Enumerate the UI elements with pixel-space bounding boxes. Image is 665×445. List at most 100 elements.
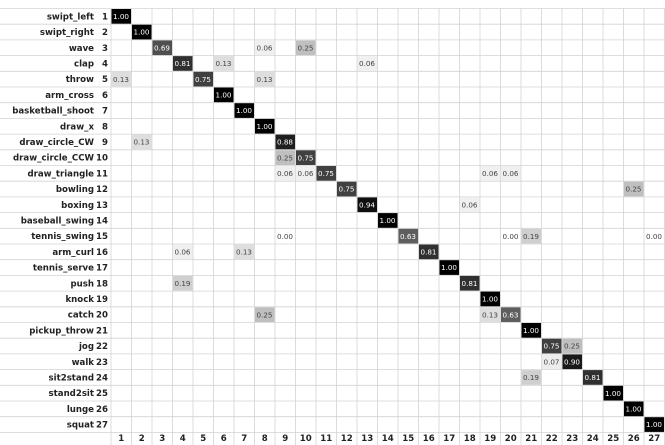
heatmap-cell	[214, 87, 234, 103]
cell-value-label: 0.25	[277, 153, 293, 162]
cell-value-label: 0.25	[626, 185, 642, 194]
row-number: 8	[102, 122, 108, 132]
heatmap-cell	[111, 9, 131, 24]
cell-value-label: 1.00	[236, 106, 252, 115]
row-number: 16	[96, 248, 108, 258]
heatmap-cell	[152, 40, 172, 56]
heatmap-cell	[521, 228, 541, 244]
heatmap-cell	[255, 118, 275, 134]
cell-value-label: 0.19	[175, 279, 191, 288]
cells-layer	[111, 9, 664, 432]
heatmap-cell	[357, 197, 377, 213]
heatmap-cell	[111, 71, 131, 87]
heatmap-cell	[501, 307, 521, 322]
cell-value-label: 0.06	[482, 169, 498, 178]
heatmap-cell	[460, 275, 480, 291]
row-number: 21	[96, 326, 108, 336]
row-label: baseball_swing	[21, 216, 94, 226]
row-number: 15	[96, 232, 108, 242]
cell-value-label: 0.00	[503, 232, 519, 241]
cell-value-label: 0.13	[257, 75, 273, 84]
heatmap-cell	[193, 71, 213, 87]
heatmap-cell	[378, 213, 398, 228]
row-number: 23	[96, 358, 108, 368]
heatmap-cell	[337, 181, 357, 197]
row-number: 6	[102, 91, 108, 101]
cell-value-label: 0.06	[277, 169, 293, 178]
row-number: 9	[102, 138, 108, 148]
col-number: 24	[587, 434, 599, 444]
heatmap-cell	[480, 307, 500, 322]
cell-value-label: 0.06	[257, 43, 273, 52]
heatmap-cell	[398, 228, 418, 244]
col-number: 16	[423, 434, 435, 444]
col-number: 10	[300, 434, 312, 444]
row-label: sit2stand	[49, 373, 94, 383]
row-number: 18	[96, 279, 108, 289]
cell-value-label: 0.13	[216, 59, 232, 68]
cell-value-label: 1.00	[626, 404, 642, 413]
cell-value-label: 0.90	[564, 357, 580, 366]
cell-value-label: 1.00	[441, 263, 457, 272]
row-number: 14	[96, 216, 108, 226]
heatmap-cell	[460, 197, 480, 213]
cell-value-label: 0.63	[503, 310, 519, 319]
cell-value-label: 0.06	[503, 169, 519, 178]
row-label: tennis_serve	[33, 264, 94, 274]
cell-value-label: 0.75	[298, 153, 314, 162]
heatmap-cell	[255, 71, 275, 87]
col-number: 17	[443, 434, 455, 444]
col-number: 5	[200, 434, 206, 444]
heatmap-cell	[234, 103, 254, 118]
row-label: basketball_shoot	[12, 107, 94, 117]
labels-layer: 1.00 1.00 0.69 0.06 0.25 0.81 0.13 0.06 0.13 0.75…	[12, 12, 662, 444]
row-number: 11	[96, 169, 108, 179]
heatmap-cell	[501, 166, 521, 181]
heatmap-cell	[275, 134, 295, 150]
heatmap-cell	[132, 24, 152, 40]
heatmap-cell	[132, 134, 152, 150]
row-label: clap	[74, 59, 94, 69]
heatmap-cell	[480, 291, 500, 307]
heatmap-cell	[296, 40, 316, 56]
cell-value-label: 0.00	[646, 232, 662, 241]
heatmap-cell	[439, 260, 459, 275]
cell-value-label: 0.19	[523, 232, 539, 241]
row-label: bowling	[56, 185, 94, 195]
row-number: 22	[96, 342, 108, 352]
row-number: 26	[96, 405, 108, 415]
col-number: 20	[505, 434, 517, 444]
cell-value-label: 0.00	[277, 232, 293, 241]
row-number: 1	[102, 12, 108, 22]
col-number: 12	[341, 434, 353, 444]
heatmap-cell	[275, 150, 295, 165]
cell-value-label: 0.81	[421, 247, 437, 256]
row-number: 19	[96, 295, 108, 305]
cell-value-label: 0.25	[298, 43, 314, 52]
heatmap-cell	[173, 244, 193, 260]
heatmap-cell	[234, 244, 254, 260]
heatmap-cell	[542, 354, 562, 370]
cell-value-label: 0.13	[134, 138, 150, 147]
row-label: throw	[66, 75, 94, 85]
heatmap-cell	[644, 417, 664, 432]
heatmap-cell	[603, 385, 623, 401]
cell-value-label: 0.25	[257, 310, 273, 319]
col-number: 3	[159, 434, 165, 444]
col-number: 18	[464, 434, 476, 444]
cell-value-label: 1.00	[605, 389, 621, 398]
col-number: 4	[180, 434, 186, 444]
row-label: draw_x	[60, 122, 94, 132]
heatmap-cell	[275, 166, 295, 181]
row-label: push	[70, 279, 94, 289]
cell-value-label: 0.13	[482, 310, 498, 319]
cell-value-label: 0.75	[318, 169, 334, 178]
col-number: 25	[607, 434, 619, 444]
row-label: arm_curl	[52, 248, 94, 258]
col-number: 27	[648, 434, 660, 444]
cell-value-label: 0.13	[236, 247, 252, 256]
col-number: 1	[118, 434, 124, 444]
cell-value-label: 0.13	[113, 75, 129, 84]
row-label: draw_triangle	[27, 169, 94, 179]
